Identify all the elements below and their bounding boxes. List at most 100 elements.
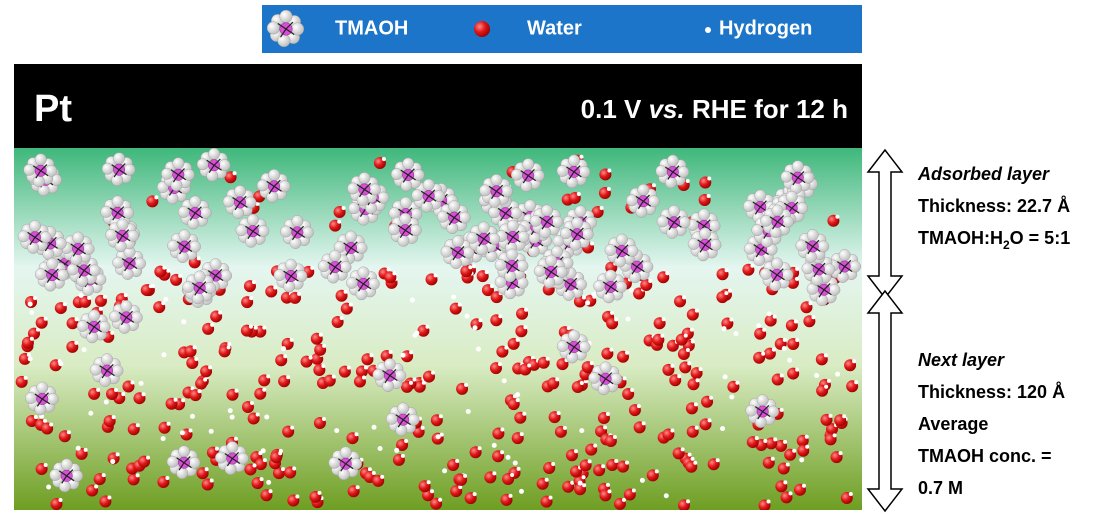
hydrogen-atom — [396, 424, 407, 435]
hydrogen-atom — [709, 396, 713, 400]
hydrogen-atom — [262, 326, 266, 330]
hydrogen-molecule — [799, 457, 804, 462]
hydrogen-atom — [760, 268, 771, 279]
hydrogen-atom — [516, 338, 520, 342]
water-molecule — [831, 451, 843, 463]
hydrogen-atom — [568, 155, 579, 166]
hydrogen-atom — [545, 255, 556, 266]
water-molecule — [242, 401, 254, 413]
hydrogen-atom — [607, 187, 611, 191]
hydrogen-atom — [280, 10, 293, 23]
hydrogen-atom — [290, 338, 294, 342]
water-molecule — [423, 371, 435, 383]
hydrogen-atom — [286, 375, 290, 379]
hydrogen-atom — [278, 34, 291, 47]
water-molecule — [727, 381, 739, 393]
hydrogen-atom — [534, 265, 545, 276]
hydrogen-atom — [577, 192, 581, 196]
hydrogen-atom — [101, 354, 112, 365]
hydrogen-atom — [522, 412, 526, 416]
hydrogen-atom — [506, 249, 517, 260]
hydrogen-atom — [176, 467, 187, 478]
water-molecule — [787, 368, 799, 380]
hydrogen-atom — [345, 231, 356, 242]
water-molecule — [606, 459, 618, 471]
water-molecule — [555, 426, 567, 438]
water-molecule — [841, 492, 853, 504]
water-molecule — [601, 348, 613, 360]
water-molecule — [512, 432, 524, 444]
hydrogen-atom — [387, 268, 391, 272]
hydrogen-atom — [192, 293, 203, 304]
water-molecule — [816, 353, 828, 365]
water-molecule — [99, 495, 111, 507]
hydrogen-atom — [600, 362, 611, 373]
water-molecule — [657, 271, 669, 283]
hydrogen-atom — [545, 478, 549, 482]
hydrogen-atom — [35, 154, 46, 165]
hydrogen-atom — [567, 326, 571, 330]
hydrogen-atom — [337, 220, 341, 224]
hydrogen-atom — [340, 447, 351, 458]
water-molecule — [241, 296, 253, 308]
hydrogen-atom — [310, 266, 314, 270]
hydrogen-atom — [601, 464, 605, 468]
hydrogen-molecule — [442, 468, 447, 473]
hydrogen-atom — [655, 469, 659, 473]
water-molecule — [827, 215, 839, 227]
water-molecule — [186, 357, 198, 369]
water-molecule — [502, 473, 514, 485]
hydrogen-atom — [285, 259, 296, 270]
hydrogen-atom — [400, 197, 411, 208]
water-molecule — [780, 491, 792, 503]
text-part: TMAOH:H — [918, 228, 1003, 248]
hydrogen-atom — [566, 177, 577, 188]
hydrogen-atom — [166, 269, 170, 273]
water-molecule — [624, 488, 636, 500]
hydrogen-atom — [607, 168, 611, 172]
hydrogen-atom — [677, 374, 681, 378]
water-molecule — [141, 284, 153, 296]
water-molecule — [332, 316, 344, 328]
hydrogen-atom — [632, 488, 636, 492]
hydrogen-atom — [662, 317, 666, 321]
legend-label: TMAOH — [335, 17, 408, 39]
hydrogen-molecule — [29, 310, 34, 315]
hydrogen-atom — [281, 467, 285, 471]
hydrogen-atom — [273, 286, 277, 290]
hydrogen-atom — [357, 194, 368, 205]
water-molecule — [490, 314, 502, 326]
hydrogen-atom — [409, 350, 413, 354]
hydrogen-atom — [223, 196, 234, 207]
water-molecule — [764, 348, 776, 360]
diagram: TMAOH Water Hydrogen Pt 0.1 V vs. RHE fo… — [0, 0, 1115, 516]
hydrogen-atom — [588, 459, 592, 463]
water-molecule — [275, 354, 287, 366]
hydrogen-atom — [173, 158, 184, 169]
hydrogen-atom — [332, 375, 336, 379]
water-molecule — [784, 449, 796, 461]
hydrogen-atom — [58, 498, 62, 502]
water-molecule — [157, 476, 169, 488]
water-molecule — [634, 421, 646, 433]
hydrogen-atom — [232, 207, 243, 218]
water-molecule — [313, 364, 325, 376]
hydrogen-atom — [763, 439, 767, 443]
hydrogen-atom — [384, 358, 395, 369]
hydrogen-atom — [421, 426, 425, 430]
hydrogen-atom — [329, 457, 340, 468]
hydrogen-molecule — [209, 429, 214, 434]
hydrogen-atom — [824, 353, 828, 357]
hydrogen-atom — [179, 230, 190, 241]
hydrogen-atom — [263, 458, 267, 462]
hydrogen-atom — [476, 244, 487, 255]
hydrogen-atom — [735, 381, 739, 385]
hydrogen-atom — [849, 492, 853, 496]
water-molecule — [341, 303, 353, 315]
water-molecule — [742, 264, 754, 276]
hydrogen-atom — [425, 325, 429, 329]
hydrogen-molecule — [401, 353, 406, 358]
hydrogen-atom — [609, 348, 613, 352]
hydrogen-atom — [724, 291, 728, 295]
water-molecule — [717, 268, 729, 280]
